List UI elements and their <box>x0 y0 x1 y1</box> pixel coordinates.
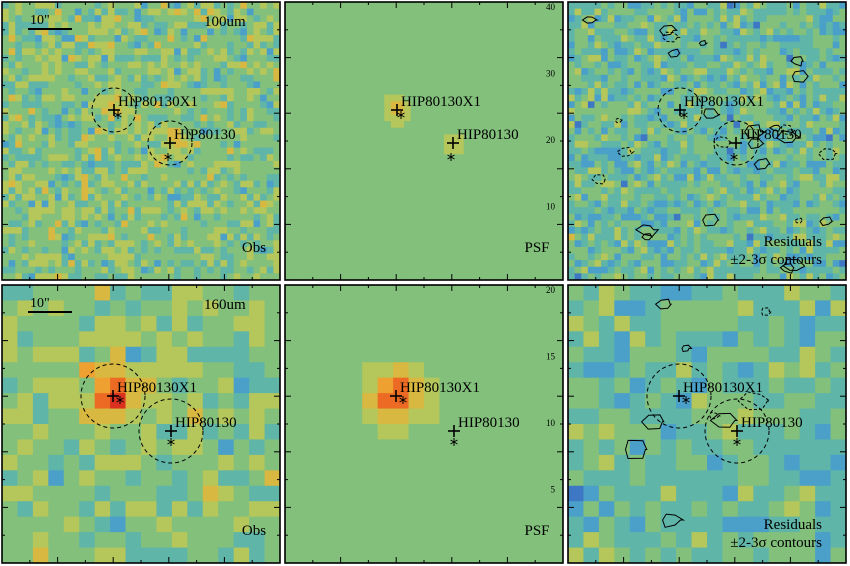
axis-tick-label: 30 <box>546 69 556 79</box>
source-star-marker <box>682 397 690 403</box>
source-aperture-circle <box>80 363 146 429</box>
source-aperture-circle <box>657 87 703 133</box>
source-label: HIP80130X1 <box>684 94 764 110</box>
source-star-marker <box>164 154 172 160</box>
source-aperture-circle <box>646 363 712 429</box>
source-star-marker <box>447 154 455 160</box>
source-label: HIP80130 <box>174 127 236 143</box>
source-label: HIP80130 <box>741 415 803 431</box>
residual-contour <box>614 117 624 124</box>
panel-corner-label: PSF <box>524 523 549 539</box>
residual-contour <box>641 233 653 241</box>
source-label: HIP80130 <box>458 415 520 431</box>
panel-corner-label: PSF <box>524 240 549 256</box>
panel-160um-psf: 20 15 10 5 PSF HIP80130X1 HIP80130 <box>284 284 564 564</box>
source-label: HIP80130X1 <box>401 94 481 110</box>
residual-contour <box>681 344 693 353</box>
residual-contour <box>640 414 665 430</box>
residual-contour <box>747 138 765 150</box>
source-label: HIP80130X1 <box>400 380 480 396</box>
residual-contour <box>760 307 773 316</box>
residual-contour <box>737 391 772 411</box>
source-star-marker <box>399 397 407 403</box>
source-label: HIP80130X1 <box>117 380 197 396</box>
source-aperture-circle <box>147 120 193 166</box>
panel-100um-psf: 40 30 20 10 PSF HIP80130X1 HIP80130 <box>284 1 564 281</box>
panel-160um-residual: Residuals ±2-3σ contours HIP80130X1 HIP8013… <box>567 284 847 564</box>
residual-contour <box>581 16 599 24</box>
residual-contour <box>667 48 681 58</box>
axis-tick-label: 5 <box>551 485 556 495</box>
residual-contour <box>709 411 722 420</box>
panel-corner-label: Obs <box>242 523 266 539</box>
residual-contour <box>819 216 834 227</box>
residual-contour <box>702 213 720 227</box>
source-star-marker <box>397 112 405 118</box>
residual-contour <box>659 24 679 37</box>
source-aperture-circle <box>138 398 204 464</box>
residual-contour <box>768 124 782 132</box>
band-label: 100um <box>204 14 246 30</box>
axis-tick-label: 10 <box>546 202 556 212</box>
residual-contour <box>591 174 606 185</box>
axis-tick-label: 40 <box>546 2 556 12</box>
source-star-marker <box>167 439 175 445</box>
residual-contour <box>709 412 739 428</box>
source-star-marker <box>730 154 738 160</box>
source-aperture-circle <box>704 398 770 464</box>
source-label: HIP80130X1 <box>118 94 198 110</box>
panel-100um-residual: Residuals ±2-3σ contours HIP80130X1 HIP8013… <box>567 1 847 281</box>
axis-tick-label: 20 <box>546 285 556 295</box>
residual-contour <box>703 108 721 119</box>
panel-corner-label: Residuals <box>764 234 822 250</box>
source-star-marker <box>116 397 124 403</box>
source-label: HIP80130 <box>457 127 519 143</box>
source-label: HIP80130X1 <box>683 380 763 396</box>
residual-contour <box>790 56 804 67</box>
residual-contour <box>624 439 648 460</box>
residual-contour <box>782 258 806 272</box>
source-label: HIP80130 <box>175 415 237 431</box>
panel-corner-label: Residuals <box>764 517 822 533</box>
residual-contour <box>779 263 795 274</box>
panel-corner-label: Obs <box>242 240 266 256</box>
residual-contour <box>661 31 681 43</box>
residual-contour <box>791 70 809 83</box>
axis-tick-label: 10 <box>546 418 556 428</box>
residual-contour <box>775 130 802 144</box>
panel-160um-obs: 10" 160um Obs HIP80130X1 HIP80130 <box>1 284 281 564</box>
source-aperture-circle <box>713 120 759 166</box>
axis-tick-label: 20 <box>546 135 556 145</box>
source-label: HIP80130 <box>740 127 802 143</box>
residual-contour <box>780 124 796 136</box>
residual-contour <box>817 148 838 161</box>
source-star-marker <box>450 439 458 445</box>
source-star-marker <box>114 112 122 118</box>
scale-bar-label: 10" <box>30 13 50 28</box>
panel-100um-obs: 10" 100um Obs HIP80130X1 HIP80130 <box>1 1 281 281</box>
residual-contour <box>654 298 673 310</box>
residual-contour <box>793 217 804 224</box>
source-star-marker <box>680 112 688 118</box>
residual-contour <box>616 146 635 157</box>
residual-contour <box>662 513 686 528</box>
residual-contour <box>713 136 732 148</box>
panel-corner-label-contours: ±2-3σ contours <box>730 535 822 551</box>
panel-corner-label-contours: ±2-3σ contours <box>730 252 822 268</box>
residual-contour <box>753 158 771 170</box>
residual-contour <box>698 39 709 46</box>
residual-contour <box>744 124 767 139</box>
band-label: 160um <box>204 297 246 313</box>
scale-bar-label: 10" <box>30 296 50 311</box>
axis-tick-label: 15 <box>546 352 556 362</box>
source-aperture-circle <box>91 87 137 133</box>
source-star-marker <box>733 439 741 445</box>
